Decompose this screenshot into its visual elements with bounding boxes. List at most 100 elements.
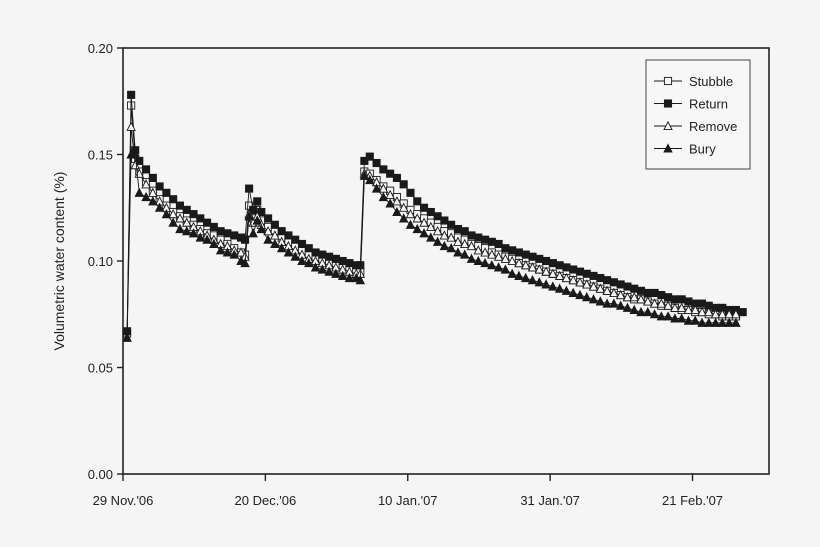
open-triangle-marker [561, 272, 572, 283]
filled-square-marker [433, 212, 442, 221]
filled-triangle-marker [704, 317, 714, 327]
x-tick-label: 31 Jan.'07 [520, 493, 580, 508]
y-axis: 0.00 0.05 0.10 0.15 0.20 [88, 41, 123, 482]
filled-square-marker [575, 267, 585, 276]
filled-square-marker [230, 231, 239, 240]
y-tick-label: 0.05 [88, 361, 113, 376]
filled-square-marker [331, 254, 340, 263]
open-triangle-marker [507, 255, 517, 266]
filled-square-marker [440, 216, 449, 225]
filled-triangle-marker [154, 202, 165, 212]
filled-triangle-marker [527, 274, 538, 285]
filled-triangle-marker [222, 247, 233, 257]
filled-triangle-marker [575, 289, 585, 300]
filled-triangle-marker [588, 294, 599, 304]
filled-triangle-marker [270, 238, 280, 249]
filled-triangle-marker [453, 247, 463, 257]
filled-triangle-marker [175, 223, 185, 234]
filled-square-marker [596, 273, 605, 283]
filled-square-marker [650, 288, 659, 298]
filled-triangle-marker [398, 213, 409, 223]
open-triangle-marker [459, 238, 470, 249]
x-tick-label: 10 Jan.'07 [378, 493, 438, 508]
legend-label: Bury [689, 142, 716, 157]
filled-square-marker [481, 235, 490, 244]
open-triangle-marker [527, 262, 538, 272]
legend-label: Return [689, 97, 728, 112]
filled-square-marker [474, 233, 483, 242]
filled-square-marker [175, 201, 185, 210]
open-triangle-marker [398, 202, 409, 212]
filled-triangle-marker [256, 223, 267, 234]
legend: Stubble Return Remove Bury [645, 59, 751, 170]
filled-square-marker [663, 99, 673, 108]
filled-triangle-marker [244, 211, 254, 221]
filled-square-marker [392, 173, 401, 182]
filled-triangle-marker [229, 249, 239, 259]
filled-triangle-marker [297, 255, 307, 266]
filled-triangle-marker [534, 277, 545, 287]
open-triangle-marker [676, 302, 687, 312]
filled-square-marker [365, 152, 374, 161]
filled-square-marker [182, 205, 191, 214]
filled-square-marker [657, 291, 666, 300]
x-tick-label: 20 Dec.'06 [235, 493, 297, 508]
open-triangle-marker [514, 257, 524, 268]
filled-triangle-marker [412, 223, 422, 234]
filled-triangle-marker [676, 313, 687, 323]
filled-square-marker [155, 182, 164, 191]
open-triangle-marker [615, 289, 626, 300]
filled-triangle-marker [181, 225, 192, 236]
filled-square-marker [562, 263, 571, 272]
filled-triangle-marker [717, 317, 728, 327]
filled-square-marker [311, 248, 320, 257]
filled-square-marker [535, 254, 544, 263]
filled-square-marker [372, 158, 381, 168]
open-triangle-marker [466, 240, 477, 251]
filled-triangle-marker [392, 206, 402, 217]
filled-triangle-marker [310, 262, 321, 272]
open-triangle-marker [595, 283, 606, 293]
x-tick-label: 21 Feb.'07 [662, 493, 723, 508]
filled-square-marker [399, 180, 408, 189]
filled-triangle-marker [520, 272, 531, 283]
filled-triangle-marker [331, 268, 341, 278]
filled-square-marker [616, 280, 625, 289]
open-triangle-marker [582, 279, 592, 289]
open-triangle-marker [636, 294, 646, 304]
filled-triangle-marker [378, 191, 389, 202]
filled-triangle-marker [683, 315, 694, 325]
filled-triangle-marker [656, 311, 667, 321]
filled-triangle-marker [724, 317, 734, 327]
filled-triangle-marker [500, 264, 511, 274]
open-triangle-marker [439, 230, 450, 240]
filled-triangle-marker [439, 240, 450, 251]
filled-square-marker [697, 299, 707, 308]
filled-square-marker [528, 252, 537, 261]
open-triangle-marker [663, 120, 673, 131]
filled-square-marker [253, 197, 262, 206]
filled-triangle-marker [493, 262, 504, 272]
filled-triangle-marker [371, 183, 382, 193]
filled-triangle-marker [252, 215, 262, 225]
open-triangle-marker [534, 264, 545, 274]
filled-square-marker [514, 248, 524, 257]
open-triangle-marker [548, 268, 558, 278]
filled-triangle-marker [649, 309, 660, 319]
y-tick-label: 0.00 [88, 467, 113, 482]
filled-triangle-marker [304, 257, 314, 268]
open-triangle-marker [412, 213, 422, 223]
open-triangle-marker [405, 208, 416, 219]
filled-triangle-marker [215, 245, 226, 255]
open-triangle-marker [622, 292, 633, 302]
filled-square-marker [162, 188, 171, 197]
filled-triangle-marker [629, 304, 639, 315]
filled-triangle-marker [582, 292, 592, 302]
filled-square-marker [216, 227, 225, 236]
filled-triangle-marker [480, 257, 490, 268]
filled-square-marker [203, 218, 212, 227]
filled-square-marker [738, 308, 747, 317]
filled-triangle-marker [240, 257, 250, 268]
filled-square-marker [664, 293, 673, 302]
